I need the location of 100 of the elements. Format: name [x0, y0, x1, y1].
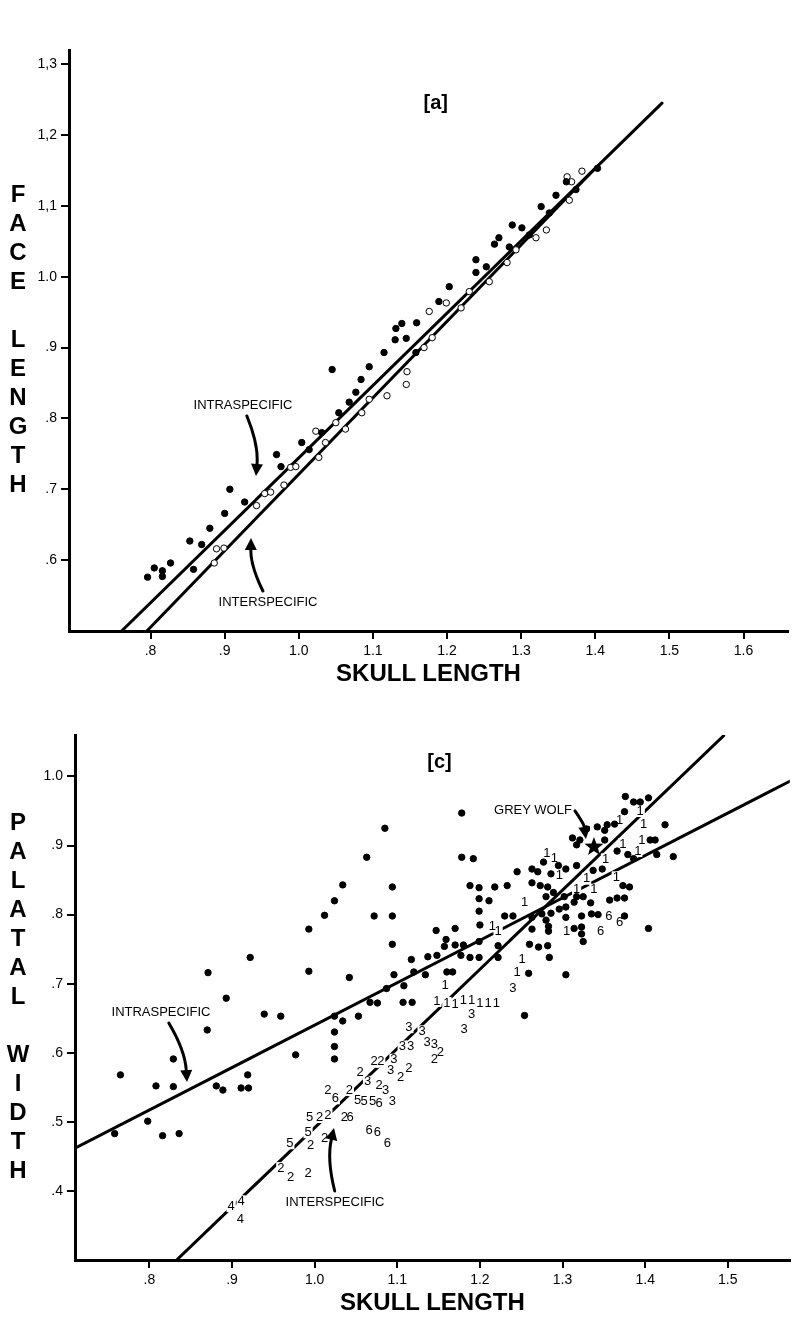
annotation: 2 — [306, 1136, 315, 1152]
annotation: 4 — [237, 1192, 245, 1208]
annotation: 1 — [433, 992, 441, 1008]
x-tick-label: 1.5 — [718, 1271, 738, 1288]
annotation: 2 — [356, 1063, 364, 1079]
annotation: 3 — [405, 1018, 413, 1034]
annotation: 1 — [572, 881, 581, 897]
annotation: 5 — [368, 1093, 377, 1109]
annotation: 1 — [494, 922, 502, 938]
x-tick-label: 1.1 — [363, 642, 383, 659]
annotation: 3 — [460, 1020, 468, 1036]
y-tick-label: 1,2 — [37, 125, 58, 142]
x-tick-label: .9 — [218, 642, 231, 659]
annotation: 1 — [488, 917, 496, 933]
annotation: 6 — [365, 1121, 373, 1137]
annotation: 2 — [324, 1081, 332, 1097]
x-tick-label: 1.5 — [659, 642, 680, 659]
annotation: 3 — [418, 1022, 426, 1038]
y-tick-label: 1,1 — [37, 196, 58, 213]
x-tick-label: 1.1 — [387, 1271, 408, 1288]
annotation: 4 — [236, 1210, 244, 1226]
y-tick-label: .7 — [45, 480, 58, 497]
annotation: 1 — [451, 995, 459, 1011]
y-tick-label: 1.0 — [37, 267, 58, 284]
annotation: 2 — [287, 1169, 295, 1185]
annotation: 3 — [468, 1005, 476, 1021]
annotation: 5 — [286, 1134, 294, 1150]
y-tick-label: .7 — [51, 974, 64, 991]
x-tick-label: 1.6 — [733, 642, 754, 659]
y-tick-label: 1,3 — [37, 55, 58, 72]
annotation: INTERSPECIFIC — [218, 593, 318, 609]
x-tick-label: .9 — [226, 1271, 239, 1288]
x-axis-title: SKULL LENGTH — [336, 659, 521, 687]
annotation: GREY WOLF — [494, 802, 572, 818]
annotation: 2 — [430, 1051, 439, 1067]
annotation: 3 — [388, 1093, 396, 1109]
y-tick-label: .9 — [51, 836, 64, 853]
y-tick-label: .6 — [45, 551, 58, 568]
annotation: 6 — [373, 1123, 382, 1139]
annotation: 1 — [555, 867, 563, 883]
annotation: 6 — [596, 922, 605, 938]
annotation: 6 — [331, 1089, 339, 1105]
y-tick-label: .6 — [51, 1043, 64, 1060]
annotation: 1 — [543, 844, 551, 860]
annotation: 1 — [518, 951, 526, 967]
annotation: 3 — [509, 980, 517, 996]
annotation: 2 — [345, 1081, 353, 1097]
annotation: 1 — [520, 893, 529, 909]
annotation: 1 — [619, 835, 627, 851]
annotation: 2 — [277, 1159, 285, 1175]
annotation: 2 — [370, 1053, 378, 1069]
annotation: INTRASPECIFIC — [111, 1003, 211, 1019]
x-tick-label: 1.4 — [635, 1271, 656, 1288]
x-tick-label: 1.3 — [511, 642, 532, 659]
annotation: 2 — [324, 1106, 332, 1122]
annotation: 2 — [377, 1053, 385, 1069]
x-tick-label: .8 — [143, 1271, 156, 1288]
annotation: 1 — [601, 850, 610, 866]
annotation: 1 — [476, 994, 484, 1010]
annotation: 5 — [360, 1093, 368, 1109]
text: FACE LENGTH — [8, 180, 28, 498]
annotation: 1 — [441, 977, 449, 993]
annotation: 5 — [304, 1123, 312, 1139]
annotation: 5 — [306, 1108, 314, 1124]
x-tick-label: 1.4 — [585, 642, 606, 659]
annotation: 3 — [363, 1073, 372, 1089]
annotation: 6 — [346, 1108, 354, 1124]
x-axis-title: SKULL LENGTH — [339, 1288, 525, 1316]
annotation: 5 — [354, 1092, 362, 1108]
annotation: 1 — [468, 991, 476, 1007]
annotation: 2 — [396, 1068, 405, 1084]
annotation: 2 — [405, 1059, 413, 1075]
annotation: 6 — [615, 913, 624, 929]
annotation: 1 — [612, 868, 620, 884]
x-tick-label: .8 — [144, 642, 157, 659]
annotation: 1 — [615, 812, 624, 828]
x-tick-label: 1.2 — [470, 1271, 490, 1288]
annotation: 3 — [382, 1081, 390, 1097]
x-tick-label: 1.3 — [552, 1271, 573, 1288]
y-tick-label: .8 — [45, 409, 58, 426]
annotation: 6 — [383, 1134, 391, 1150]
annotation: 2 — [320, 1130, 329, 1145]
annotation: 1 — [563, 922, 571, 938]
annotation: 1 — [513, 963, 521, 979]
x-tick-label: 1.2 — [437, 642, 457, 659]
text: [c] — [427, 749, 452, 772]
annotation: 1 — [459, 991, 468, 1007]
annotation: INTRASPECIFIC — [193, 396, 293, 412]
x-tick-label: 1.0 — [304, 1271, 325, 1288]
annotation: 1 — [484, 994, 492, 1010]
y-tick-label: .8 — [51, 905, 64, 922]
y-tick-label: .5 — [51, 1112, 64, 1129]
annotation: 2 — [375, 1076, 383, 1092]
annotation: INTERSPECIFIC — [285, 1193, 385, 1209]
annotation: 2 — [340, 1108, 349, 1124]
annotation: 1 — [550, 850, 558, 866]
annotation: 1 — [639, 816, 648, 832]
annotation: 2 — [315, 1108, 324, 1124]
annotation: 1 — [492, 994, 501, 1010]
annotation: 1 — [638, 831, 646, 847]
